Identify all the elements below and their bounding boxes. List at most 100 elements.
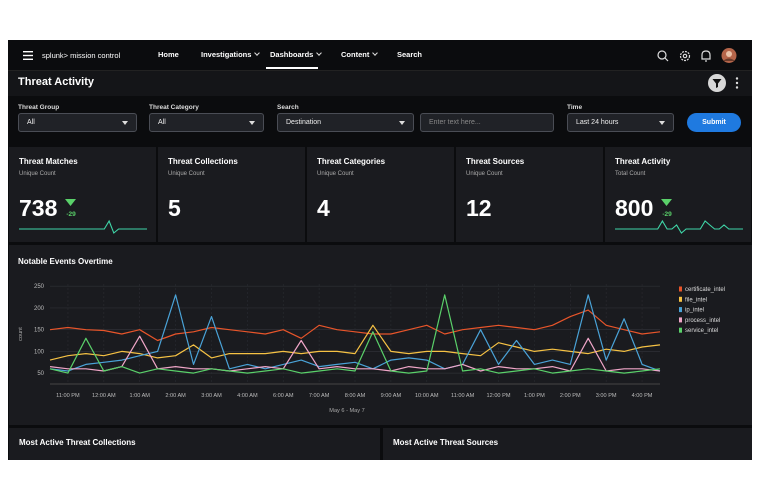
legend-label: certificate_intel [685,287,725,293]
series-line [49,294,661,374]
filter-label: Time [567,104,583,111]
x-tick-label: 10:00 AM [415,393,439,399]
series-line [49,335,661,372]
triangle [661,199,673,206]
nav-item[interactable]: Home [158,50,179,59]
legend-label: process_intel [685,318,720,324]
legend-swatch [679,307,682,313]
x-tick-label: 2:00 PM [560,393,581,399]
search-icon[interactable] [657,50,669,62]
card-title: Threat Activity [615,157,671,166]
x-tick-label: 4:00 PM [632,393,653,399]
title-bar [8,71,752,96]
x-tick-label: 9:00 AM [381,393,402,399]
y-tick-label: 250 [34,284,45,290]
card-title: Threat Matches [19,157,78,166]
dropdown[interactable]: All [149,113,264,132]
x-tick-label: 11:00 PM [56,393,80,399]
sparkline [615,219,743,234]
menu-icon[interactable] [23,51,33,60]
dropdown[interactable]: Last 24 hours [567,113,674,132]
x-tick-label: 7:00 AM [309,393,330,399]
kpi-card: Threat Sources Unique Count 12 [456,147,603,242]
sparkline-line [615,219,743,234]
legend-swatch [679,286,682,292]
filter-button[interactable] [708,74,726,92]
nav-item[interactable]: Content [341,50,377,59]
card-subtitle: Unique Count [317,171,354,177]
legend-swatch [679,296,682,302]
more-button[interactable] [735,77,739,89]
x-tick-label: 12:00 AM [92,393,116,399]
brand: splunk> mission control [42,51,121,60]
x-tick-label: 3:00 AM [201,393,222,399]
panel-title: Most Active Threat Collections [19,438,136,447]
x-tick-label: 11:00 AM [451,393,475,399]
active-underline [266,67,318,69]
sparkline-line [19,219,147,234]
card-title: Threat Collections [168,157,238,166]
card-title: Threat Sources [466,157,525,166]
card-value: 12 [466,195,492,221]
chart: Notable Events Overtime 50 100 150 200 250 11:… [18,257,725,414]
triangle [65,199,77,206]
panel: Most Active Threat Sources [383,428,752,460]
delta-icon [661,199,673,206]
nav-item[interactable]: Search [397,50,423,59]
card-value: 4 [317,195,330,221]
x-tick-label: 2:00 AM [165,393,186,399]
x-tick-label: 8:00 AM [345,393,366,399]
avatar[interactable] [721,48,737,63]
card-value: 800 [615,195,654,221]
series-line [49,309,661,342]
legend-label: ip_intel [685,308,704,314]
panel-title: Most Active Threat Sources [393,438,499,447]
nav-item[interactable]: Investigations [201,50,259,59]
card-subtitle: Total Count [615,171,646,177]
chart-panel [9,245,752,425]
submit-button[interactable]: Submit [687,113,741,132]
legend-swatch [679,317,682,323]
x-tick-label: 6:00 AM [273,393,294,399]
y-tick-label: 150 [34,328,45,334]
x-tick-label: 1:00 PM [524,393,545,399]
card-delta: -29 [662,211,672,218]
card-delta: -29 [66,211,76,218]
kpi-card: Threat Categories Unique Count 4 [307,147,454,242]
card-subtitle: Unique Count [19,171,56,177]
sparkline [19,219,147,234]
x-tick-label: 4:00 AM [237,393,258,399]
dropdown[interactable]: All [18,113,137,132]
x-tick-label: 3:00 PM [596,393,617,399]
card-subtitle: Unique Count [466,171,503,177]
kpi-card: Threat Matches Unique Count 738 -29 [9,147,156,242]
x-tick-label: 12:00 PM [487,393,511,399]
nav-bar [8,40,752,71]
filter-label: Search [277,104,299,111]
y-tick-label: 200 [34,306,45,312]
notifications-icon[interactable] [701,50,711,62]
settings-icon[interactable] [679,50,691,62]
kpi-card: Threat Activity Total Count 800 -29 [605,147,751,242]
chart-title: Notable Events Overtime [18,257,113,266]
y-tick-label: 50 [37,371,44,377]
series-line [49,294,661,372]
series-line [49,324,661,361]
legend-label: service_intel [685,328,718,334]
legend-label: file_intel [685,297,707,303]
card-title: Threat Categories [317,157,386,166]
legend-swatch [679,327,682,333]
filter-label: Threat Group [18,104,60,111]
filter-label: Threat Category [149,104,199,111]
x-axis-label: May 6 - May 7 [329,408,364,414]
kpi-card: Threat Collections Unique Count 5 [158,147,305,242]
dropdown[interactable]: Destination [277,113,414,132]
x-tick-label: 1:00 AM [129,393,150,399]
card-value: 738 [19,195,58,221]
nav-item[interactable]: Dashboards [270,50,321,59]
header-actions [708,74,739,92]
panel: Most Active Threat Collections [9,428,380,460]
nav-icons [657,48,737,63]
text-input[interactable]: Enter text here... [420,113,554,132]
app: splunk> mission control Threat Activity … [8,40,752,460]
